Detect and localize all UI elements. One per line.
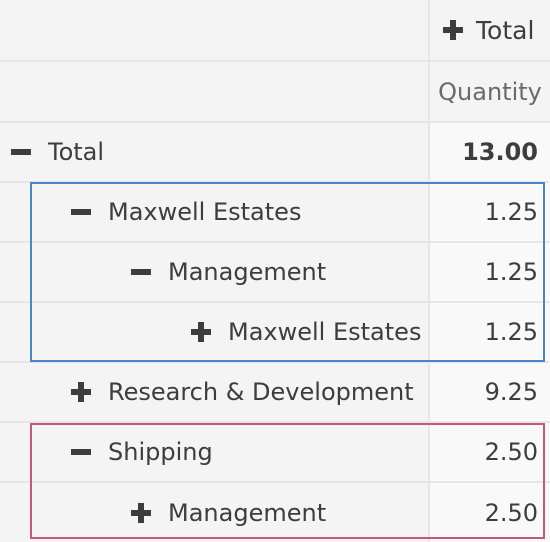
pivot-row: Management 1.25 [0, 243, 550, 303]
row-value: 2.50 [430, 423, 550, 481]
row-label: Research & Development [108, 378, 414, 406]
pivot-row: Research & Development 9.25 [0, 363, 550, 423]
plus-icon [190, 321, 212, 343]
row-value: 1.25 [430, 183, 550, 241]
row-header-maxwell-estates[interactable]: Maxwell Estates [0, 183, 430, 241]
column-header-label: Total [476, 15, 535, 45]
pivot-header-row: Total [0, 0, 550, 62]
column-header-total[interactable]: Total [430, 0, 550, 60]
plus-icon [70, 381, 92, 403]
pivot-row: Management 2.50 [0, 483, 550, 542]
measure-label: Quantity [438, 77, 542, 106]
plus-icon [442, 19, 464, 41]
pivot-row: Maxwell Estates 1.25 [0, 303, 550, 363]
row-value: 1.25 [430, 243, 550, 301]
row-label: Total [48, 138, 105, 166]
row-value: 2.50 [430, 483, 550, 542]
row-header-maxwell-estates-sub[interactable]: Maxwell Estates [0, 303, 430, 361]
pivot-corner-cell [0, 62, 430, 121]
row-header-management[interactable]: Management [0, 243, 430, 301]
row-label: Maxwell Estates [108, 198, 302, 226]
pivot-row: Shipping 2.50 [0, 423, 550, 483]
row-value: 13.00 [430, 123, 550, 181]
row-label: Shipping [108, 438, 213, 466]
row-header-management-sub[interactable]: Management [0, 483, 430, 542]
minus-icon [70, 201, 92, 223]
row-label: Management [168, 498, 327, 527]
row-label: Maxwell Estates [228, 318, 422, 346]
row-label: Management [168, 258, 327, 286]
plus-icon [130, 502, 152, 524]
row-value: 1.25 [430, 303, 550, 361]
pivot-row: Total 13.00 [0, 123, 550, 183]
pivot-measure-row: Quantity [0, 62, 550, 123]
row-header-shipping[interactable]: Shipping [0, 423, 430, 481]
row-value: 9.25 [430, 363, 550, 421]
row-header-total[interactable]: Total [0, 123, 430, 181]
row-header-research-development[interactable]: Research & Development [0, 363, 430, 421]
minus-icon [70, 441, 92, 463]
measure-header-quantity[interactable]: Quantity [430, 62, 550, 121]
minus-icon [130, 261, 152, 283]
pivot-corner-cell [0, 0, 430, 60]
pivot-row: Maxwell Estates 1.25 [0, 183, 550, 243]
minus-icon [10, 141, 32, 163]
